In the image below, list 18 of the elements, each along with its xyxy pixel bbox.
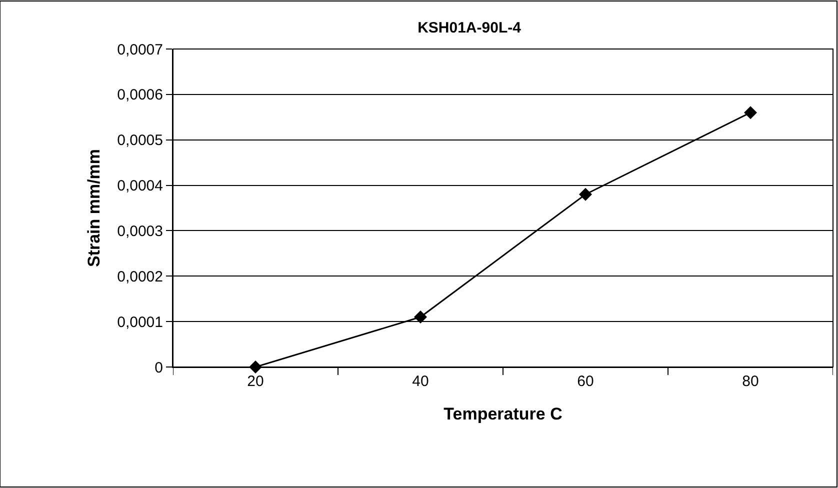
- x-tick-label: 60: [577, 373, 594, 390]
- y-tick-label: 0,0002: [117, 268, 163, 286]
- x-axis-title: Temperature C: [444, 404, 562, 424]
- y-tick-label: 0,0007: [117, 41, 163, 58]
- point: [414, 310, 427, 324]
- y-tick-label: 0,0004: [117, 178, 163, 195]
- y-tick-label: 0,0001: [117, 314, 163, 331]
- x-tick-label: 20: [247, 373, 264, 390]
- x-tick-label: 40: [412, 373, 429, 390]
- y-tick-label: 0,0003: [117, 222, 163, 240]
- point: [744, 106, 757, 120]
- y-tick-label: 0,0006: [117, 86, 163, 104]
- y-tick-label: 0,0005: [117, 132, 163, 150]
- chart-title: KSH01A-90L-4: [418, 19, 522, 36]
- y-tick-label: 0: [154, 359, 163, 376]
- x-tick-label: 80: [742, 373, 759, 390]
- point: [579, 188, 592, 201]
- y-axis-title: Strain mm/mm: [84, 148, 104, 268]
